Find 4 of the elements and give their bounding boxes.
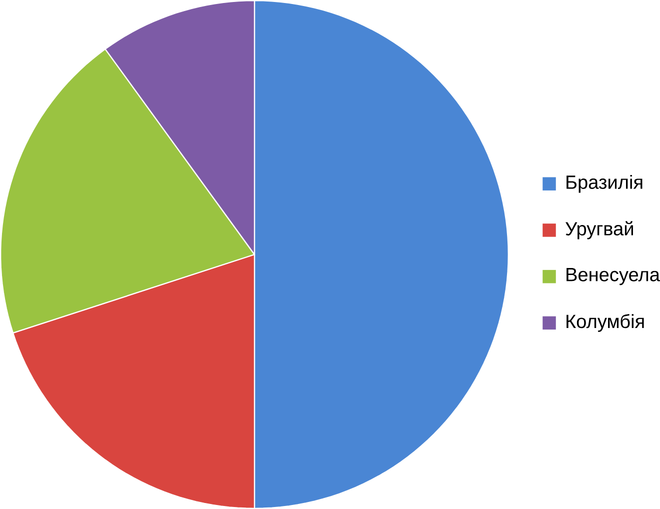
legend-label: Колумбія — [566, 314, 644, 332]
legend-label: Венесуела — [566, 268, 660, 286]
legend-label: Бразилія — [566, 174, 642, 193]
legend-label: Уругвай — [566, 221, 633, 240]
